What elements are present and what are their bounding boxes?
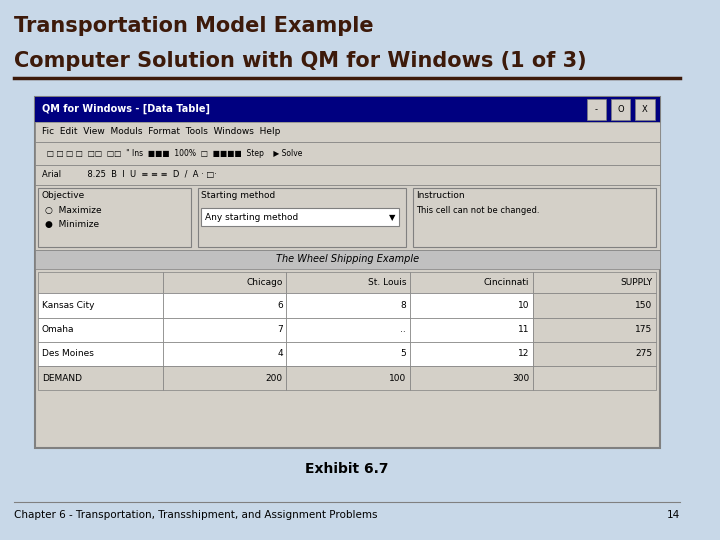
Text: Cincinnati: Cincinnati xyxy=(484,278,529,287)
Text: □ □ □ □  □□  □□  " Ins  ■■■  100%  □  ■■■■  Step    ▶ Solve: □ □ □ □ □□ □□ " Ins ■■■ 100% □ ■■■■ Step… xyxy=(42,149,302,158)
FancyBboxPatch shape xyxy=(163,272,287,293)
Text: 275: 275 xyxy=(636,349,652,359)
Text: Chapter 6 - Transportation, Transshipment, and Assignment Problems: Chapter 6 - Transportation, Transshipmen… xyxy=(14,510,377,521)
Text: QM for Windows - [Data Table]: QM for Windows - [Data Table] xyxy=(42,104,210,114)
Text: Instruction: Instruction xyxy=(417,191,465,200)
Text: 200: 200 xyxy=(266,374,283,383)
Text: SUPPLY: SUPPLY xyxy=(621,278,652,287)
Text: Objective: Objective xyxy=(42,191,85,200)
FancyBboxPatch shape xyxy=(287,293,410,318)
Text: DEMAND: DEMAND xyxy=(42,374,81,383)
FancyBboxPatch shape xyxy=(198,188,406,247)
Text: 100: 100 xyxy=(389,374,406,383)
FancyBboxPatch shape xyxy=(38,342,163,366)
FancyBboxPatch shape xyxy=(163,293,287,318)
FancyBboxPatch shape xyxy=(533,342,656,366)
Text: 8: 8 xyxy=(400,301,406,310)
FancyBboxPatch shape xyxy=(35,185,660,250)
FancyBboxPatch shape xyxy=(163,342,287,366)
Text: 6: 6 xyxy=(277,301,283,310)
FancyBboxPatch shape xyxy=(163,318,287,342)
FancyBboxPatch shape xyxy=(35,165,660,185)
Text: Fic  Edit  View  Moduls  Format  Tools  Windows  Help: Fic Edit View Moduls Format Tools Window… xyxy=(42,127,280,136)
Text: 5: 5 xyxy=(400,349,406,359)
FancyBboxPatch shape xyxy=(35,97,660,122)
FancyBboxPatch shape xyxy=(410,272,533,293)
Text: This cell can not be changed.: This cell can not be changed. xyxy=(417,206,540,215)
Text: Chicago: Chicago xyxy=(246,278,283,287)
Text: 7: 7 xyxy=(277,325,283,334)
FancyBboxPatch shape xyxy=(38,188,191,247)
Text: ..: .. xyxy=(400,325,406,334)
Text: 175: 175 xyxy=(635,325,652,334)
Text: Kansas City: Kansas City xyxy=(42,301,94,310)
FancyBboxPatch shape xyxy=(287,342,410,366)
FancyBboxPatch shape xyxy=(287,318,410,342)
FancyBboxPatch shape xyxy=(410,293,533,318)
FancyBboxPatch shape xyxy=(413,188,656,247)
FancyBboxPatch shape xyxy=(287,366,410,390)
FancyBboxPatch shape xyxy=(35,142,660,165)
Text: Des Moines: Des Moines xyxy=(42,349,94,359)
Text: Exhibit 6.7: Exhibit 6.7 xyxy=(305,462,389,476)
FancyBboxPatch shape xyxy=(35,122,660,142)
FancyBboxPatch shape xyxy=(635,99,654,120)
FancyBboxPatch shape xyxy=(533,318,656,342)
Text: 14: 14 xyxy=(667,510,680,521)
Text: ○  Maximize: ○ Maximize xyxy=(45,206,102,215)
FancyBboxPatch shape xyxy=(611,99,630,120)
Text: O: O xyxy=(617,105,624,114)
Text: 12: 12 xyxy=(518,349,529,359)
Text: Arial          8.25  B  I  U  ≡ ≡ ≡  D  /  A · □·: Arial 8.25 B I U ≡ ≡ ≡ D / A · □· xyxy=(42,171,217,179)
FancyBboxPatch shape xyxy=(533,293,656,318)
Text: ▼: ▼ xyxy=(390,213,396,221)
Text: Omaha: Omaha xyxy=(42,325,74,334)
Text: 11: 11 xyxy=(518,325,529,334)
Text: 300: 300 xyxy=(512,374,529,383)
FancyBboxPatch shape xyxy=(202,208,399,226)
Text: ●  Minimize: ● Minimize xyxy=(45,220,99,230)
FancyBboxPatch shape xyxy=(587,99,606,120)
Text: 150: 150 xyxy=(635,301,652,310)
Text: 10: 10 xyxy=(518,301,529,310)
FancyBboxPatch shape xyxy=(35,97,660,448)
FancyBboxPatch shape xyxy=(38,293,163,318)
FancyBboxPatch shape xyxy=(287,272,410,293)
FancyBboxPatch shape xyxy=(38,366,163,390)
Text: Starting method: Starting method xyxy=(202,191,276,200)
Text: The Wheel Shipping Example: The Wheel Shipping Example xyxy=(276,254,418,265)
FancyBboxPatch shape xyxy=(38,318,163,342)
Text: Computer Solution with QM for Windows (1 of 3): Computer Solution with QM for Windows (1… xyxy=(14,51,587,71)
FancyBboxPatch shape xyxy=(533,272,656,293)
FancyBboxPatch shape xyxy=(410,342,533,366)
Text: X: X xyxy=(642,105,648,114)
Text: 4: 4 xyxy=(277,349,283,359)
FancyBboxPatch shape xyxy=(38,272,163,293)
Text: Any starting method: Any starting method xyxy=(204,213,298,221)
FancyBboxPatch shape xyxy=(410,366,533,390)
FancyBboxPatch shape xyxy=(410,318,533,342)
FancyBboxPatch shape xyxy=(35,250,660,269)
Text: Transportation Model Example: Transportation Model Example xyxy=(14,16,374,36)
Text: St. Louis: St. Louis xyxy=(368,278,406,287)
FancyBboxPatch shape xyxy=(533,366,656,390)
Text: -: - xyxy=(595,105,598,114)
FancyBboxPatch shape xyxy=(163,366,287,390)
